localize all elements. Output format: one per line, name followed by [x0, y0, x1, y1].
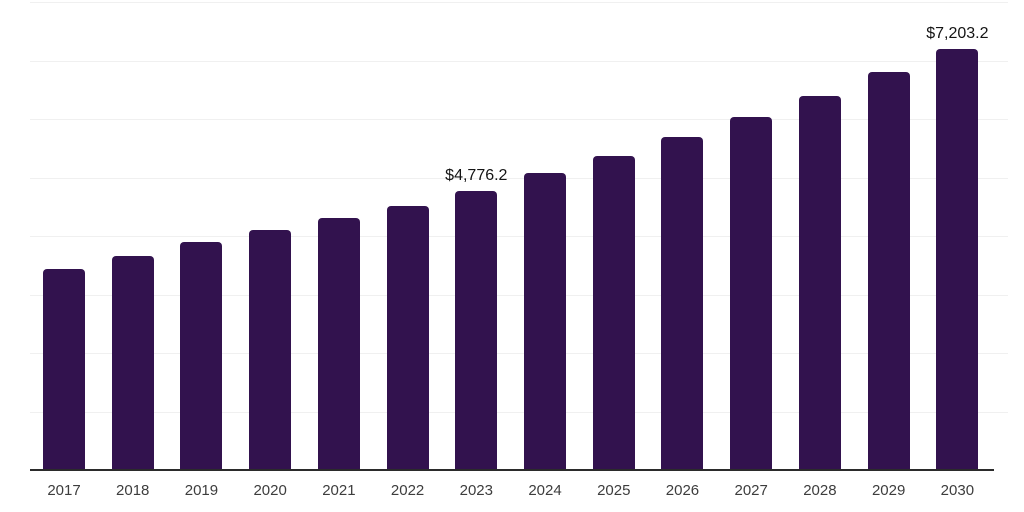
x-tick-label-2030: 2030	[940, 482, 975, 499]
x-tick-label-2022: 2022	[390, 482, 425, 499]
bar-2028	[798, 95, 841, 470]
x-tick-label-2019: 2019	[184, 482, 219, 499]
x-tick-label-2025: 2025	[597, 482, 631, 499]
bar-2021	[317, 218, 360, 470]
x-tick-label-2029: 2029	[871, 482, 906, 499]
x-tick-label-2018: 2018	[116, 482, 150, 499]
bar-value-label-2023: $4,776.2	[445, 166, 508, 184]
x-tick-label-2027: 2027	[734, 482, 768, 499]
gridline	[30, 353, 1008, 354]
bar-2018	[111, 255, 154, 470]
gridline	[30, 411, 1008, 413]
gridline	[30, 60, 1008, 62]
bar-2022	[386, 205, 429, 470]
bar-2025	[592, 155, 635, 470]
bar-2024	[524, 173, 567, 470]
bar-2029	[867, 72, 910, 470]
gridline	[30, 294, 1008, 296]
x-tick-label-2017: 2017	[47, 482, 81, 499]
x-tick-label-2021: 2021	[322, 482, 356, 499]
bar-2027	[730, 116, 773, 470]
gridline	[30, 236, 1008, 237]
bar-2030	[936, 48, 979, 470]
x-tick-label-2028: 2028	[803, 482, 837, 499]
bar-2023	[455, 190, 498, 470]
bar-2026	[661, 137, 704, 470]
bar-2020	[249, 230, 292, 470]
gridline	[30, 119, 1008, 120]
x-tick-label-2020: 2020	[253, 482, 287, 499]
x-tick-label-2026: 2026	[665, 482, 700, 499]
x-tick-label-2024: 2024	[528, 482, 562, 499]
bar-value-label-2030: $7,203.2	[926, 24, 989, 42]
x-tick-label-2023: 2023	[459, 482, 493, 499]
bar-2019	[180, 242, 223, 470]
x-axis-line	[30, 469, 994, 471]
gridline	[30, 2, 1008, 3]
bar-2017	[43, 269, 85, 470]
gridline	[30, 177, 1008, 179]
